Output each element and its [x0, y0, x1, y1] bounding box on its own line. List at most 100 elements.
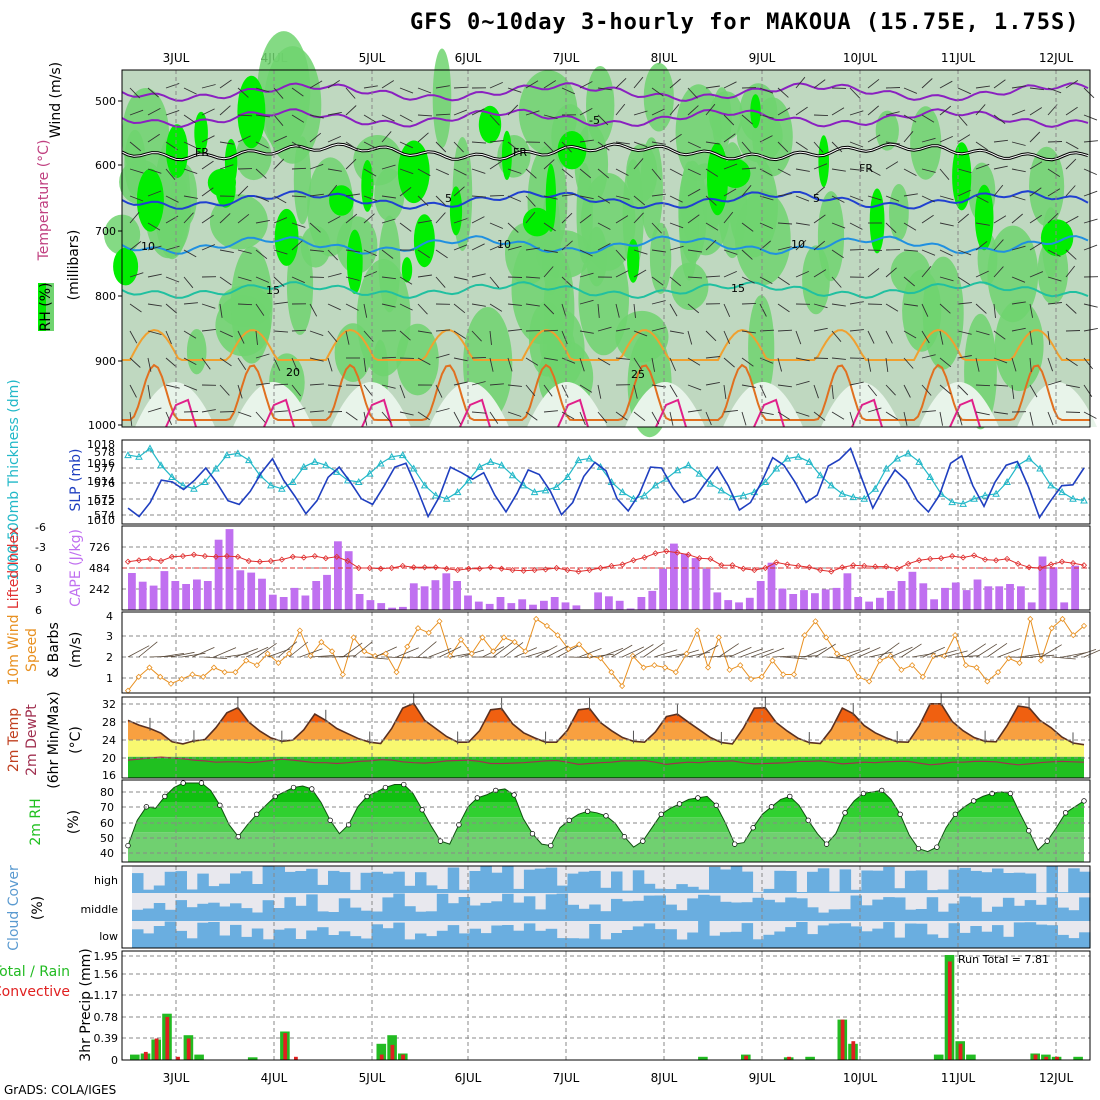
wind-barb-624	[993, 79, 1006, 89]
isotherm-30-8	[949, 398, 981, 428]
cloud-cell-1-35	[513, 902, 525, 921]
cloud-cell-1-29	[447, 903, 460, 921]
wind-barb-480	[777, 411, 791, 420]
cloud-cell-0-20	[349, 889, 362, 893]
cloud-cell-2-72	[915, 923, 928, 948]
cloud-cell-2-42	[589, 924, 601, 948]
wind-barb-409	[687, 249, 702, 253]
wind-barb-686	[1065, 357, 1078, 367]
wind-barb-10	[129, 357, 141, 368]
cloud-cell-0-34	[502, 866, 514, 893]
wind-speed-point-89	[1080, 622, 1088, 629]
wind-barb-382	[651, 222, 662, 234]
cape-bar-3	[160, 571, 169, 610]
rh-point-6	[180, 780, 186, 786]
wind-ylabel-2: Speed	[24, 628, 40, 672]
wind-barb-10m-70	[879, 642, 900, 658]
wind-barb-525	[849, 222, 863, 230]
wind-barb-644	[1011, 276, 1026, 283]
wind-barb-386	[651, 327, 666, 332]
wind-barb-10m-56	[729, 646, 752, 658]
wind-barb-290	[525, 195, 536, 207]
cloud-cell-2-1	[142, 933, 155, 948]
rh-point-46	[548, 842, 554, 849]
surface-dry-region-7	[821, 382, 901, 427]
cloud-cell-2-4	[175, 930, 187, 948]
wind-barb-640	[1011, 168, 1026, 173]
rh-tick-50: 50	[100, 832, 114, 845]
wind-speed-point-36	[511, 639, 518, 646]
cloud-cell-2-74	[937, 937, 950, 948]
wind-speed-point-11	[243, 657, 250, 664]
lifted-ylabel: Lifted Index	[6, 527, 22, 609]
wind-barb-579	[921, 266, 932, 278]
thickness-point-43	[596, 462, 605, 470]
thickness-point-30	[453, 488, 462, 496]
rh-point-100	[1044, 838, 1050, 844]
wind-barb-390	[669, 78, 681, 89]
cape-bar-80	[995, 586, 1004, 610]
wind-barb-596	[939, 384, 951, 395]
cape-bar-10	[236, 570, 245, 610]
lifted-index-point-28	[432, 564, 439, 571]
precip-total-bar-63	[805, 1056, 815, 1060]
wind-barb-369	[633, 212, 644, 224]
wind-barb-235	[453, 109, 468, 116]
thickness-point-11	[245, 456, 253, 464]
wind-barb-360	[615, 328, 630, 332]
wind-barb-36	[165, 357, 177, 368]
wind-barb-9	[129, 330, 138, 344]
wind-barb-584	[921, 410, 936, 413]
cloud-cell-2-56	[741, 923, 754, 948]
wind-barb-265	[489, 222, 504, 229]
wind-barb-447	[741, 222, 754, 232]
cloud-cell-0-58	[763, 888, 775, 893]
wind-barb-193	[381, 384, 396, 389]
rh-point-42	[511, 792, 517, 798]
cloud-cell-2-70	[894, 937, 906, 948]
cloud-cell-0-38	[545, 867, 558, 893]
cloud-cell-2-40	[567, 938, 579, 948]
wind-barb-478	[777, 357, 783, 372]
precip-conv-bar-86	[1055, 1056, 1059, 1060]
contour-label-11: 20	[286, 366, 300, 379]
wind-barb-10m-72	[901, 643, 922, 658]
rh-region-mid-20	[643, 62, 674, 132]
precip-conv-bar-2	[154, 1038, 159, 1060]
rh-point-38	[474, 795, 480, 801]
upper-frame	[121, 69, 1091, 428]
cloud-cell-0-72	[915, 870, 928, 893]
wind-barb-395	[669, 222, 684, 229]
wind-barb-650	[1029, 87, 1044, 91]
wind-barb-10m-89	[1083, 649, 1100, 658]
cloud-cell-2-52	[698, 921, 710, 948]
cloud-cell-1-32	[480, 902, 492, 921]
wind-barb-54	[201, 135, 215, 143]
cape-bar-44	[605, 596, 613, 610]
rh-point-78	[842, 810, 848, 816]
wind-barb-97	[255, 249, 268, 260]
temp-tick-28: 28	[102, 716, 116, 729]
wind-barb-252	[471, 216, 485, 224]
lifted-index-point-44	[608, 562, 615, 569]
lifted-index-point-37	[531, 567, 538, 574]
thickness-point-18	[321, 461, 330, 469]
wind-barb-183	[381, 114, 395, 122]
wind-barb-329	[579, 195, 594, 200]
wind-barb-440	[723, 384, 727, 399]
wind-barb-83	[237, 213, 250, 224]
wind-barb-10m-85	[1040, 644, 1062, 658]
cloud-cell-0-60	[785, 871, 797, 893]
cloud-cell-1-38	[545, 894, 558, 921]
wind-barb-555	[885, 330, 893, 344]
wind-barb-6	[129, 241, 142, 251]
cape-bar-31	[464, 595, 472, 610]
wind-barb-693	[1083, 190, 1098, 197]
lifted-index-point-73	[927, 555, 934, 562]
cape-bar-67	[854, 597, 863, 610]
cloud-cell-2-86	[1068, 938, 1080, 948]
cloud-cell-1-63	[817, 912, 830, 921]
cloud-cell-0-79	[992, 868, 1004, 893]
wind-barb-453	[741, 384, 756, 388]
wind-barb-629	[993, 215, 1007, 224]
